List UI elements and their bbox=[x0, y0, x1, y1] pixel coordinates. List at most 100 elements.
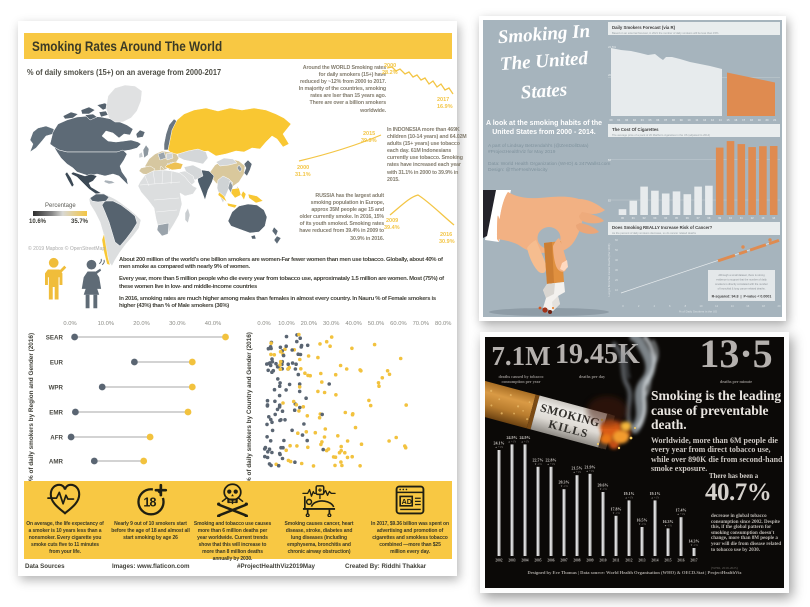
svg-text:2012: 2012 bbox=[625, 559, 632, 563]
svg-text:08: 08 bbox=[672, 118, 675, 122]
svg-text:12: 12 bbox=[751, 216, 754, 220]
svg-text:The average price of a pack of: The average price of a pack of 20 Marlbo… bbox=[612, 133, 710, 137]
svg-text:02: 02 bbox=[625, 118, 628, 122]
svg-text:01: 01 bbox=[632, 216, 635, 220]
svg-text:0.0%: 0.0% bbox=[257, 321, 270, 327]
svg-text:40.0%: 40.0% bbox=[205, 321, 221, 327]
svg-text:16: 16 bbox=[734, 118, 737, 122]
svg-text:2005: 2005 bbox=[534, 559, 541, 563]
svg-text:8: 8 bbox=[685, 304, 687, 308]
svg-text:18: 18 bbox=[143, 496, 156, 510]
svg-text:21.5%: 21.5% bbox=[572, 466, 583, 471]
svg-text:60.0%: 60.0% bbox=[390, 321, 406, 327]
svg-text:24.1%: 24.1% bbox=[494, 441, 505, 446]
svg-text:15: 15 bbox=[727, 118, 730, 122]
svg-text:2009: 2009 bbox=[586, 559, 593, 563]
svg-text:02: 02 bbox=[643, 216, 646, 220]
svg-text:18: 18 bbox=[750, 118, 753, 122]
svg-text:2008: 2008 bbox=[573, 559, 580, 563]
svg-text:2009: 2009 bbox=[386, 218, 398, 224]
svg-text:2015: 2015 bbox=[363, 131, 375, 137]
svg-text:20.0%: 20.0% bbox=[133, 321, 149, 327]
svg-text:2010: 2010 bbox=[599, 559, 606, 563]
svg-text:10: 10 bbox=[700, 304, 703, 308]
svg-text:70.0%: 70.0% bbox=[413, 321, 429, 327]
svg-text:13: 13 bbox=[711, 118, 714, 122]
svg-text:▲ +1%: ▲ +1% bbox=[651, 496, 660, 499]
svg-text:50: 50 bbox=[615, 248, 618, 252]
svg-text:2016: 2016 bbox=[440, 232, 452, 238]
svg-text:$2: $2 bbox=[608, 199, 612, 203]
svg-text:Lung & Bronchial Cancer Deaths: Lung & Bronchial Cancer Deaths (Per 100K… bbox=[607, 243, 611, 296]
svg-text:40.0%: 40.0% bbox=[345, 321, 361, 327]
svg-text:0.0%: 0.0% bbox=[63, 321, 76, 327]
svg-text:30: 30 bbox=[615, 268, 618, 272]
svg-text:2015: 2015 bbox=[664, 559, 671, 563]
svg-text:▲ +1%: ▲ +1% bbox=[495, 446, 504, 449]
svg-text:WPR: WPR bbox=[49, 385, 64, 392]
svg-text:08: 08 bbox=[707, 216, 710, 220]
svg-text:10: 10 bbox=[688, 118, 691, 122]
svg-text:05: 05 bbox=[649, 118, 652, 122]
svg-text:06: 06 bbox=[686, 216, 689, 220]
svg-text:21.9%: 21.9% bbox=[585, 464, 596, 469]
svg-text:14.3%: 14.3% bbox=[689, 539, 700, 544]
svg-text:▲ +1%: ▲ +1% bbox=[573, 471, 582, 474]
svg-text:▼ -1%: ▼ -1% bbox=[664, 524, 672, 527]
svg-text:of bronchial & lung cancer rel: of bronchial & lung cancer related death… bbox=[718, 287, 766, 291]
svg-text:20: 20 bbox=[778, 304, 781, 308]
svg-text:03: 03 bbox=[633, 118, 636, 122]
svg-text:22.5%: 22.5% bbox=[608, 45, 616, 49]
svg-text:22.8%: 22.8% bbox=[546, 457, 557, 462]
svg-text:▼ -1%: ▼ -1% bbox=[612, 512, 620, 515]
svg-text:EUR: EUR bbox=[50, 360, 64, 367]
svg-text:2000: 2000 bbox=[297, 165, 309, 171]
svg-text:09: 09 bbox=[680, 118, 683, 122]
svg-text:10: 10 bbox=[615, 288, 618, 292]
svg-text:20: 20 bbox=[615, 278, 618, 282]
svg-text:39.4%: 39.4% bbox=[384, 225, 400, 231]
svg-text:▲ +1%: ▲ +1% bbox=[586, 470, 595, 473]
svg-text:smokers is directly correlated: smokers is directly correlated with the … bbox=[715, 282, 768, 286]
svg-text:0: 0 bbox=[622, 304, 624, 308]
svg-text:2014: 2014 bbox=[651, 559, 658, 563]
svg-text:20.0%: 20.0% bbox=[301, 321, 317, 327]
svg-text:2017: 2017 bbox=[437, 97, 449, 103]
svg-text:16.5%: 16.5% bbox=[637, 518, 648, 523]
svg-text:17.4%: 17.4% bbox=[676, 508, 687, 513]
svg-text:24.9%: 24.9% bbox=[507, 435, 518, 440]
svg-text:Daily Smokers Forecast (via R): Daily Smokers Forecast (via R) bbox=[612, 25, 676, 30]
svg-text:10.0%: 10.0% bbox=[98, 321, 114, 327]
svg-text:20.3%: 20.3% bbox=[559, 480, 570, 485]
svg-text:▲ +1%: ▲ +1% bbox=[625, 496, 634, 499]
svg-text:80.0%: 80.0% bbox=[435, 321, 451, 327]
svg-text:10: 10 bbox=[729, 216, 732, 220]
svg-text:22.7%: 22.7% bbox=[533, 457, 544, 462]
svg-text:60: 60 bbox=[615, 238, 618, 242]
svg-text:▼ -1%: ▼ -1% bbox=[599, 488, 607, 491]
svg-text:▼ -1%: ▼ -1% bbox=[560, 485, 568, 488]
svg-text:28.2%: 28.2% bbox=[382, 70, 398, 76]
svg-text:2: 2 bbox=[638, 304, 640, 308]
svg-text:▼ -1%: ▼ -1% bbox=[638, 523, 646, 526]
svg-text:% of Daily Smokers in the US: % of Daily Smokers in the US bbox=[679, 310, 717, 314]
svg-text:2013: 2013 bbox=[638, 559, 645, 563]
svg-text:30.9%: 30.9% bbox=[439, 239, 455, 245]
svg-text:$4: $4 bbox=[608, 158, 612, 162]
svg-text:06: 06 bbox=[656, 118, 659, 122]
svg-text:R-squared: 94.8 | P-value <: R-squared: 94.8 | P-value < 0.0001 bbox=[712, 295, 772, 299]
svg-text:Does Smoking REALLY Increase R: Does Smoking REALLY Increase Risk of Can… bbox=[612, 225, 713, 230]
svg-text:14: 14 bbox=[731, 304, 734, 308]
svg-text:▲ +1%: ▲ +1% bbox=[508, 440, 517, 443]
svg-text:4: 4 bbox=[653, 304, 655, 308]
svg-text:09: 09 bbox=[718, 216, 721, 220]
svg-text:Although a small dataset, ther: Although a small dataset, there is stron… bbox=[718, 273, 765, 277]
svg-text:AD: AD bbox=[402, 498, 412, 506]
svg-text:24.9%: 24.9% bbox=[520, 435, 531, 440]
svg-text:18: 18 bbox=[762, 304, 765, 308]
svg-text:00: 00 bbox=[610, 118, 613, 122]
svg-text:19.1%: 19.1% bbox=[624, 491, 635, 496]
svg-text:▲ +1%: ▲ +1% bbox=[677, 513, 686, 516]
svg-text:13: 13 bbox=[761, 216, 764, 220]
svg-text:evidence to support that the n: evidence to support that the number of d… bbox=[716, 278, 767, 282]
